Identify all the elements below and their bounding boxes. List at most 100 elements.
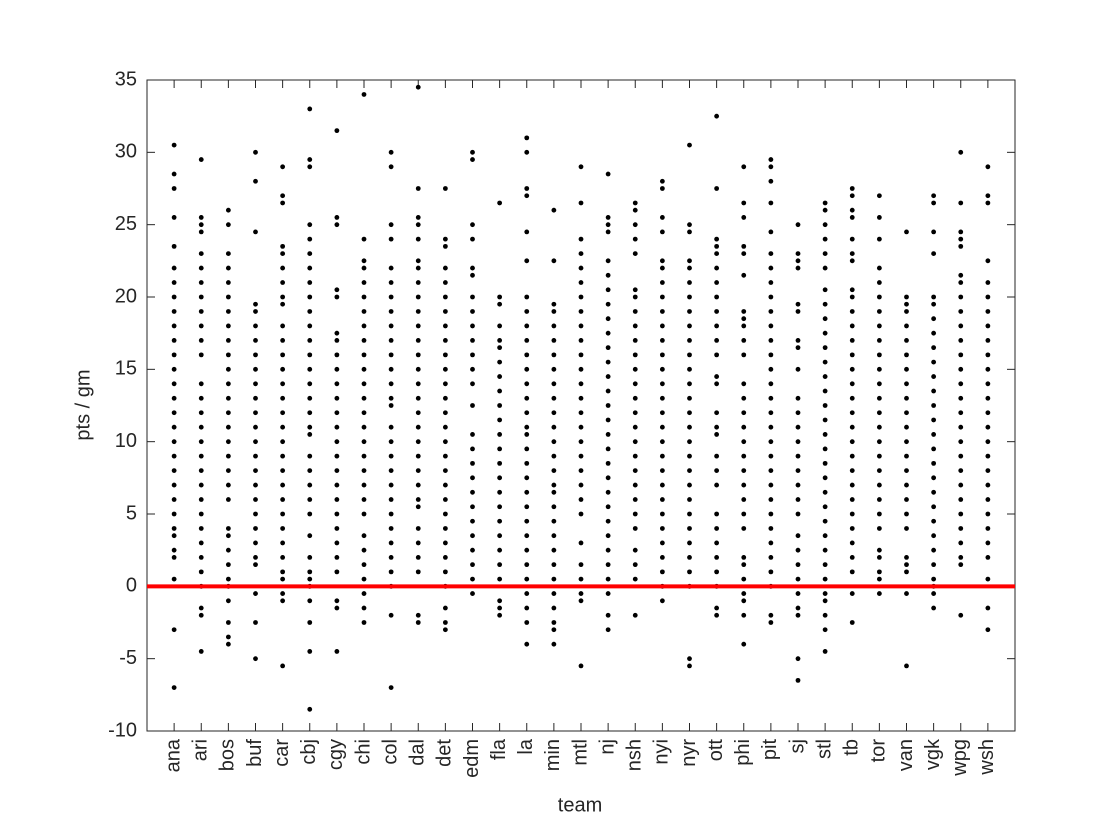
point bbox=[524, 533, 530, 539]
point bbox=[280, 497, 286, 502]
point bbox=[741, 526, 747, 531]
point bbox=[985, 323, 991, 329]
point bbox=[497, 518, 503, 524]
point bbox=[388, 612, 394, 618]
point bbox=[280, 381, 286, 387]
point bbox=[714, 323, 720, 329]
point bbox=[198, 605, 204, 611]
point bbox=[985, 424, 991, 430]
point bbox=[849, 497, 855, 502]
point bbox=[361, 497, 367, 502]
point bbox=[687, 424, 692, 430]
point bbox=[442, 482, 448, 488]
point bbox=[415, 294, 421, 300]
point bbox=[958, 323, 964, 329]
point bbox=[632, 511, 638, 517]
point bbox=[524, 620, 530, 625]
point bbox=[578, 410, 584, 416]
point bbox=[632, 562, 638, 568]
point bbox=[171, 395, 177, 401]
point bbox=[741, 453, 747, 459]
point bbox=[442, 540, 448, 546]
point bbox=[714, 432, 720, 437]
point bbox=[714, 612, 720, 618]
point bbox=[524, 410, 530, 416]
point bbox=[958, 338, 964, 343]
x-tick-label: chi bbox=[352, 739, 374, 765]
point bbox=[876, 280, 882, 285]
point bbox=[307, 323, 313, 329]
point bbox=[876, 547, 882, 553]
point bbox=[578, 663, 584, 669]
point bbox=[442, 424, 448, 430]
point bbox=[931, 489, 937, 495]
point bbox=[198, 280, 204, 285]
point bbox=[632, 338, 638, 343]
point bbox=[578, 164, 584, 170]
point bbox=[280, 453, 286, 459]
point bbox=[524, 395, 530, 401]
point bbox=[605, 533, 611, 539]
point bbox=[849, 410, 855, 416]
y-tick-label: 15 bbox=[115, 358, 137, 380]
point bbox=[849, 526, 855, 531]
point bbox=[307, 366, 313, 372]
point bbox=[849, 366, 855, 372]
point bbox=[171, 352, 177, 358]
point bbox=[253, 229, 258, 235]
point bbox=[659, 540, 665, 546]
point bbox=[822, 359, 828, 365]
point bbox=[876, 294, 882, 300]
point bbox=[985, 526, 991, 531]
point bbox=[687, 511, 692, 517]
point bbox=[551, 576, 557, 582]
point bbox=[198, 649, 204, 654]
point bbox=[253, 439, 258, 445]
point bbox=[361, 410, 367, 416]
point bbox=[225, 395, 231, 401]
point bbox=[361, 309, 367, 314]
point bbox=[768, 620, 774, 625]
point bbox=[904, 323, 909, 329]
point bbox=[904, 338, 909, 343]
point bbox=[497, 547, 503, 553]
point bbox=[415, 265, 421, 271]
x-tick-label: pit bbox=[759, 739, 781, 761]
point bbox=[280, 301, 286, 307]
point bbox=[822, 388, 828, 394]
point bbox=[253, 656, 258, 662]
y-tick-label: 20 bbox=[115, 285, 137, 307]
point bbox=[605, 591, 611, 596]
point bbox=[822, 432, 828, 437]
point bbox=[497, 489, 503, 495]
point bbox=[741, 511, 747, 517]
point bbox=[632, 424, 638, 430]
point bbox=[361, 424, 367, 430]
x-tick-label: phi bbox=[732, 739, 754, 766]
point bbox=[470, 309, 475, 314]
point bbox=[958, 439, 964, 445]
point bbox=[253, 468, 258, 473]
point bbox=[768, 200, 774, 206]
point bbox=[198, 569, 204, 575]
point bbox=[334, 215, 340, 220]
point bbox=[687, 323, 692, 329]
point bbox=[768, 453, 774, 459]
point bbox=[659, 410, 665, 416]
point bbox=[741, 381, 747, 387]
point bbox=[768, 526, 774, 531]
point bbox=[849, 352, 855, 358]
point bbox=[741, 555, 747, 560]
point bbox=[687, 468, 692, 473]
point bbox=[524, 576, 530, 582]
point bbox=[388, 424, 394, 430]
point bbox=[904, 482, 909, 488]
point bbox=[551, 453, 557, 459]
point bbox=[171, 424, 177, 430]
point bbox=[958, 511, 964, 517]
point bbox=[415, 381, 421, 387]
point bbox=[795, 482, 801, 488]
x-tick-label: fla bbox=[488, 738, 510, 760]
point bbox=[415, 323, 421, 329]
point bbox=[198, 294, 204, 300]
